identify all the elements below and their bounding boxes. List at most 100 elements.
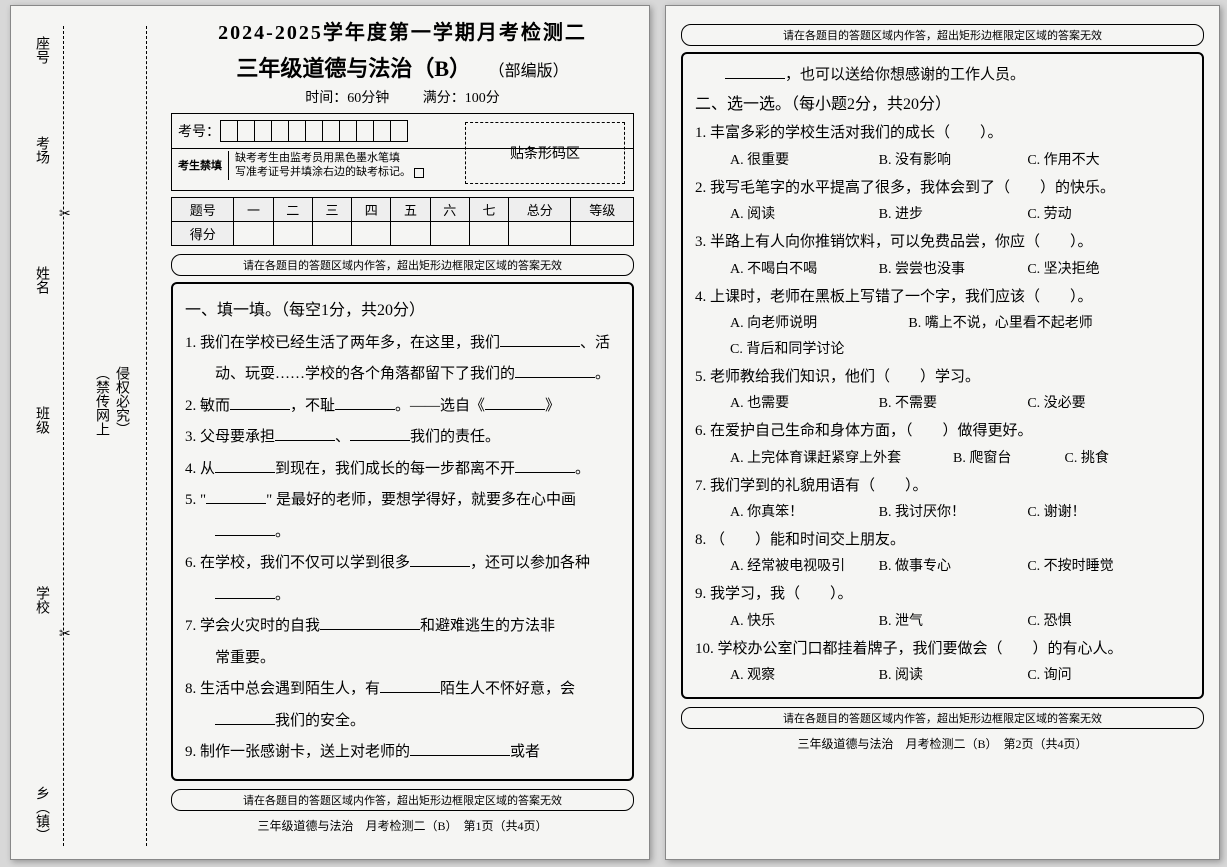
time-label: 时间：60分钟 [305, 91, 389, 106]
blank[interactable] [515, 458, 575, 473]
forbid-text-1: 缺考考生由监考员用黑色墨水笔填 [235, 152, 400, 164]
q6-c: 。 [275, 587, 290, 603]
opt-c[interactable]: C. 没必要 [1027, 391, 1176, 417]
q1-b: 、活 [580, 335, 610, 351]
opt-a[interactable]: A. 很重要 [730, 148, 879, 174]
blank[interactable] [206, 489, 266, 504]
blank[interactable] [230, 395, 290, 410]
scissors-icon: ✂ [59, 626, 71, 643]
q8-b: 陌生人不怀好意，会 [440, 681, 575, 697]
id-cell[interactable] [373, 120, 391, 142]
id-cell[interactable] [271, 120, 289, 142]
blank[interactable] [515, 363, 595, 378]
id-cell[interactable] [254, 120, 272, 142]
opt-a[interactable]: A. 阅读 [730, 202, 879, 228]
opt-c[interactable]: C. 询问 [1027, 663, 1176, 689]
id-cell[interactable] [305, 120, 323, 142]
dash-line-2 [146, 26, 147, 846]
opt-c[interactable]: C. 谢谢！ [1027, 500, 1176, 526]
blank[interactable] [335, 395, 395, 410]
q4-c: 。 [575, 461, 590, 477]
opt-c[interactable]: C. 坚决拒绝 [1027, 257, 1176, 283]
opt-c[interactable]: C. 不按时睡觉 [1027, 554, 1176, 580]
doc-subtitle: 时间：60分钟 满分：100分 [171, 87, 634, 107]
opt-a[interactable]: A. 也需要 [730, 391, 879, 417]
opt-b[interactable]: B. 不需要 [879, 391, 1028, 417]
scissors-icon-2: ✂ [59, 206, 71, 223]
blank[interactable] [215, 584, 275, 599]
q9-a: 9. 制作一张感谢卡，送上对老师的 [185, 744, 410, 760]
opt-b[interactable]: B. 我讨厌你！ [879, 500, 1028, 526]
blank[interactable] [215, 710, 275, 725]
opt-a[interactable]: A. 不喝白不喝 [730, 257, 879, 283]
th-7: 七 [469, 198, 508, 222]
blank[interactable] [410, 552, 470, 567]
blank[interactable] [410, 741, 510, 756]
q4-a: 4. 从 [185, 461, 215, 477]
blank[interactable] [275, 426, 335, 441]
opt-b[interactable]: B. 嘴上不说，心里看不起老师 [908, 311, 1176, 337]
opt-a[interactable]: A. 快乐 [730, 609, 879, 635]
q5-line2: 。 [185, 517, 620, 549]
opt-a[interactable]: A. 经常被电视吸引 [730, 554, 879, 580]
th-1: 一 [234, 198, 273, 222]
q5-c: 。 [275, 524, 290, 540]
p2-q8-opts: A. 经常被电视吸引 B. 做事专心 C. 不按时睡觉 [695, 554, 1190, 580]
question-box-2: ，也可以送给你想感谢的工作人员。 二、选一选。（每小题2分，共20分） 1. 丰… [681, 52, 1204, 699]
opt-a[interactable]: A. 上完体育课赶紧穿上外套 [730, 446, 953, 472]
score-cell[interactable] [273, 222, 312, 246]
forbid-text: 缺考考生由监考员用黑色墨水笔填 写准考证号并填涂右边的缺考标记。 [229, 151, 424, 180]
blank[interactable] [215, 458, 275, 473]
score-cell[interactable] [391, 222, 430, 246]
opt-a[interactable]: A. 向老师说明 [730, 311, 908, 337]
blank[interactable] [320, 615, 420, 630]
opt-b[interactable]: B. 做事专心 [879, 554, 1028, 580]
q2: 2. 敏而，不耻。——选自《》 [185, 391, 620, 423]
opt-c[interactable]: C. 作用不大 [1027, 148, 1176, 174]
blank[interactable] [485, 395, 545, 410]
p2-top-text: ，也可以送给你想感谢的工作人员。 [785, 67, 1025, 83]
opt-c[interactable]: C. 背后和同学讨论 [730, 337, 1176, 363]
p2-q9: 9. 我学习，我（ ）。 [695, 580, 1190, 609]
id-cell[interactable] [220, 120, 238, 142]
opt-c[interactable]: C. 挑食 [1065, 446, 1177, 472]
q7-a: 7. 学会火灾时的自我 [185, 618, 320, 634]
full-score: 满分：100分 [423, 91, 500, 106]
score-cell[interactable] [430, 222, 469, 246]
score-cell[interactable] [571, 222, 634, 246]
blank[interactable] [725, 64, 785, 79]
opt-a[interactable]: A. 观察 [730, 663, 879, 689]
q1: 1. 我们在学校已经生活了两年多，在这里，我们、活 [185, 328, 620, 360]
q7-line2: 常重要。 [185, 643, 620, 675]
id-cell[interactable] [237, 120, 255, 142]
q1-c: 动、玩耍……学校的各个角落都留下了我们的 [215, 366, 515, 382]
score-cell[interactable] [234, 222, 273, 246]
opt-b[interactable]: B. 泄气 [879, 609, 1028, 635]
opt-b[interactable]: B. 爬窗台 [953, 446, 1065, 472]
opt-b[interactable]: B. 没有影响 [879, 148, 1028, 174]
score-cell[interactable] [352, 222, 391, 246]
score-cell[interactable] [312, 222, 351, 246]
id-cell[interactable] [322, 120, 340, 142]
id-cell[interactable] [356, 120, 374, 142]
footer-left: 三年级道德与法治 月考检测二（B） 第1页（共4页） [171, 817, 634, 834]
blank[interactable] [350, 426, 410, 441]
absent-checkbox[interactable] [414, 168, 424, 178]
p2-q7-opts: A. 你真笨！ B. 我讨厌你！ C. 谢谢！ [695, 500, 1190, 526]
id-cell[interactable] [390, 120, 408, 142]
opt-b[interactable]: B. 阅读 [879, 663, 1028, 689]
opt-b[interactable]: B. 进步 [879, 202, 1028, 228]
blank[interactable] [500, 332, 580, 347]
label-school: 学校 [31, 586, 51, 614]
blank[interactable] [215, 521, 275, 536]
score-cell[interactable] [509, 222, 571, 246]
score-cell[interactable] [469, 222, 508, 246]
opt-b[interactable]: B. 尝尝也没事 [879, 257, 1028, 283]
blank[interactable] [380, 678, 440, 693]
opt-c[interactable]: C. 恐惧 [1027, 609, 1176, 635]
q2-b: ，不耻 [290, 398, 335, 414]
opt-a[interactable]: A. 你真笨！ [730, 500, 879, 526]
id-cell[interactable] [288, 120, 306, 142]
id-cell[interactable] [339, 120, 357, 142]
opt-c[interactable]: C. 劳动 [1027, 202, 1176, 228]
